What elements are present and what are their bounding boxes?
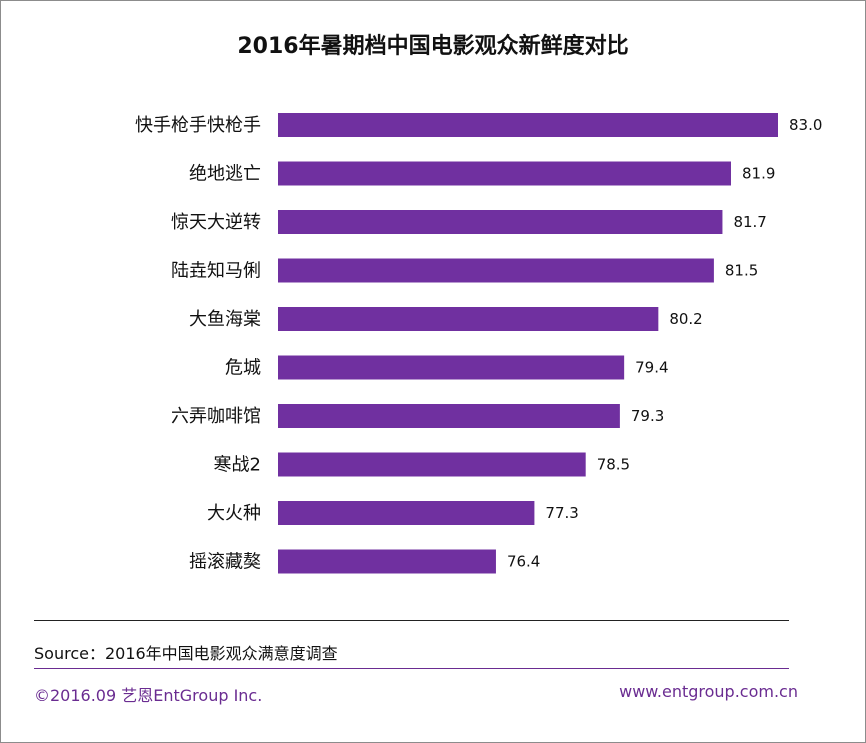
footer-divider: [34, 668, 789, 669]
value-label: 79.4: [635, 359, 668, 377]
bar: [278, 355, 625, 380]
category-label: 快手枪手快枪手: [135, 115, 261, 136]
value-label: 81.7: [733, 213, 766, 231]
category-label: 大鱼海棠: [189, 309, 261, 330]
category-label: 陆垚知马俐: [171, 261, 261, 282]
copyright-text: ©2016.09 艺恩EntGroup Inc.: [34, 686, 263, 705]
value-label: 81.9: [742, 165, 775, 183]
bar: [278, 210, 723, 234]
chart-title: 2016年暑期档中国电影观众新鲜度对比: [237, 34, 629, 59]
value-label: 78.5: [597, 456, 630, 474]
bar: [278, 258, 714, 283]
bar: [278, 307, 659, 331]
bar-chart: 快手枪手快枪手 83.0 绝地逃亡 81.9 惊天大逆转 81.7 陆垚知马俐 81.5 大鱼海…: [135, 113, 822, 574]
category-label: 绝地逃亡: [189, 164, 261, 185]
bar: [278, 161, 731, 186]
value-label: 83.0: [789, 116, 822, 134]
category-label: 寒战2: [214, 455, 261, 476]
category-label: 摇滚藏獒: [189, 552, 261, 573]
divider-line: [34, 620, 789, 621]
value-label: 81.5: [725, 262, 758, 280]
bar: [278, 501, 535, 525]
value-label: 77.3: [545, 504, 578, 522]
category-label: 惊天大逆转: [171, 212, 261, 233]
source-note: Source：2016年中国电影观众满意度调查: [34, 644, 338, 663]
bar: [278, 404, 620, 428]
website-link[interactable]: www.entgroup.com.cn: [619, 682, 798, 701]
value-label: 76.4: [507, 553, 540, 571]
category-label: 危城: [225, 358, 261, 379]
value-label: 80.2: [669, 310, 702, 328]
category-label: 大火种: [207, 503, 261, 524]
bar: [278, 113, 778, 137]
value-label: 79.3: [631, 407, 664, 425]
bar: [278, 549, 496, 574]
bar: [278, 452, 586, 477]
category-label: 六弄咖啡馆: [171, 406, 261, 427]
